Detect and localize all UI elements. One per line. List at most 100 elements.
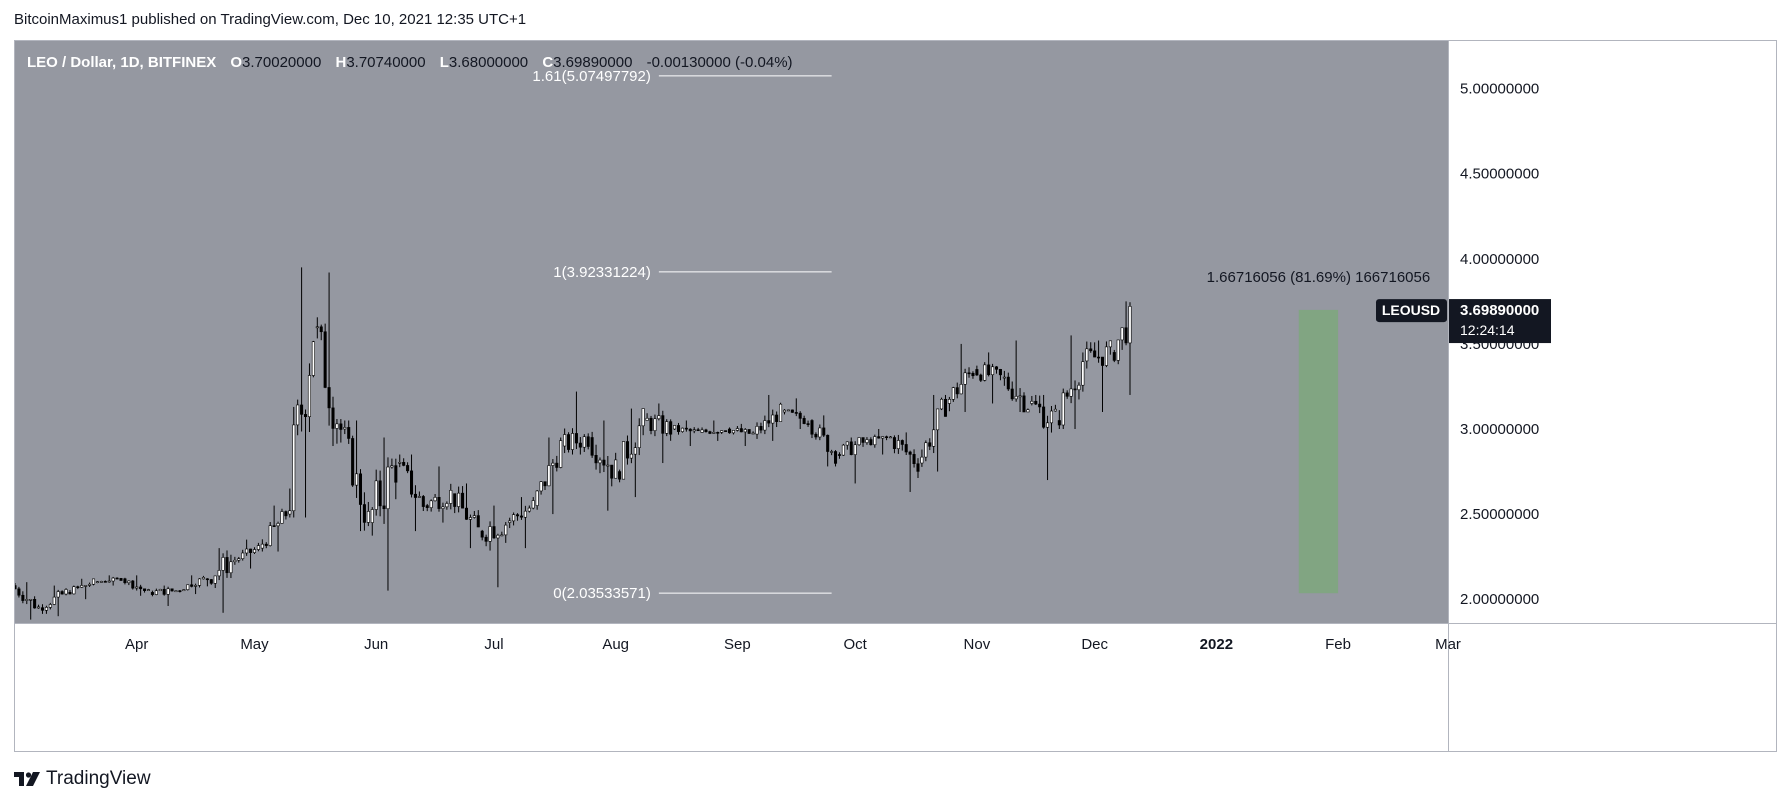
projection-label: 1.66716056 (81.69%) 166716056 — [1207, 269, 1431, 286]
candle-body — [869, 439, 873, 446]
candle-body — [951, 387, 955, 400]
candle-body — [767, 420, 771, 424]
candle-body — [417, 496, 421, 498]
candle-body — [52, 596, 56, 605]
candle-body — [461, 492, 465, 509]
candle-body — [429, 500, 433, 508]
symbol-title: LEO / Dollar, 1D, BITFINEX — [27, 54, 217, 71]
chart-canvas[interactable]: 5.000000004.500000004.000000003.50000000… — [15, 41, 1776, 751]
high-value: 3.70740000 — [346, 54, 426, 71]
candle-body — [1089, 348, 1093, 352]
candle-body — [135, 586, 139, 589]
candle-body — [1061, 392, 1065, 426]
candle-body — [127, 580, 131, 584]
candle-body — [641, 408, 645, 427]
candle-body — [1034, 400, 1038, 405]
x-tick-label: Dec — [1081, 636, 1108, 653]
price-tag-bg — [1449, 299, 1551, 344]
candle-body — [17, 588, 21, 596]
candle-body — [1104, 346, 1108, 366]
candle-body — [433, 497, 437, 502]
candle-body — [1097, 356, 1101, 359]
candle-body — [1093, 350, 1097, 358]
candle-body — [410, 470, 414, 495]
candle-body — [696, 429, 700, 432]
candle-body — [500, 534, 504, 537]
candle-body — [40, 607, 44, 611]
projection-box — [1298, 309, 1339, 594]
candle-body — [512, 514, 516, 522]
candle-body — [280, 511, 284, 524]
candle-body — [814, 433, 818, 438]
x-tick-label: Feb — [1325, 636, 1351, 653]
candle-body — [971, 372, 975, 377]
open-key: O — [230, 54, 243, 71]
candle-body — [692, 429, 696, 432]
candle-body — [221, 557, 225, 571]
candle-body — [523, 510, 527, 518]
candle-body — [25, 599, 29, 601]
candle-body — [300, 404, 304, 415]
candle-body — [362, 504, 366, 523]
candle-body — [186, 584, 190, 590]
candle-body — [1065, 392, 1069, 397]
candle-body — [249, 548, 253, 553]
x-tick-label: Oct — [843, 636, 867, 653]
candle-body — [975, 369, 979, 376]
tradingview-brand[interactable]: TradingView — [14, 768, 151, 790]
candle-body — [445, 503, 449, 508]
candle-body — [731, 430, 735, 434]
candle-body — [449, 490, 453, 504]
candle-body — [775, 414, 779, 422]
candle-body — [625, 441, 629, 459]
candle-body — [484, 536, 488, 542]
candle-body — [704, 429, 708, 432]
candle-body — [802, 418, 806, 424]
candle-body — [402, 462, 406, 466]
candle-body — [394, 465, 398, 483]
candle-body — [590, 437, 594, 456]
candle-body — [955, 387, 959, 395]
candle-body — [908, 451, 912, 455]
candle-body — [582, 436, 586, 448]
candle-body — [33, 599, 37, 609]
x-tick-label: Mar — [1435, 636, 1461, 653]
candle-body — [967, 372, 971, 375]
candle-body — [386, 466, 390, 510]
candle-body — [720, 430, 724, 433]
candle-body — [673, 425, 677, 430]
candle-body — [241, 552, 245, 560]
candle-body — [252, 549, 257, 553]
candle-body — [959, 384, 963, 395]
candle-body — [1018, 395, 1022, 398]
candle-body — [994, 366, 999, 370]
candle-body — [1046, 422, 1050, 428]
candle-body — [146, 589, 151, 591]
candle-body — [669, 421, 673, 435]
candle-body — [398, 462, 402, 464]
candle-body — [622, 441, 626, 480]
candle-body — [217, 570, 221, 577]
candle-body — [296, 404, 300, 426]
candle-body — [747, 429, 751, 434]
candle-body — [519, 515, 523, 518]
candle-body — [657, 415, 661, 420]
candle-body — [425, 505, 429, 508]
candle-body — [284, 511, 288, 517]
candle-body — [351, 438, 355, 486]
candle-body — [527, 507, 531, 512]
candle-body — [563, 434, 567, 447]
candle-body — [209, 579, 213, 584]
change-value: -0.00130000 (-0.04%) — [646, 54, 793, 71]
currency-button[interactable]: USD — [1696, 51, 1734, 75]
y-tick-label: 3.00000000 — [1460, 421, 1539, 438]
symbol-tag-label: LEOUSD — [1382, 302, 1440, 318]
candle-body — [229, 561, 233, 574]
candle-body — [708, 431, 712, 434]
candle-body — [786, 409, 790, 412]
candle-body — [213, 575, 217, 584]
candle-body — [201, 577, 205, 580]
candle-body — [735, 428, 739, 431]
candle-body — [606, 464, 610, 467]
candle-body — [72, 586, 76, 595]
